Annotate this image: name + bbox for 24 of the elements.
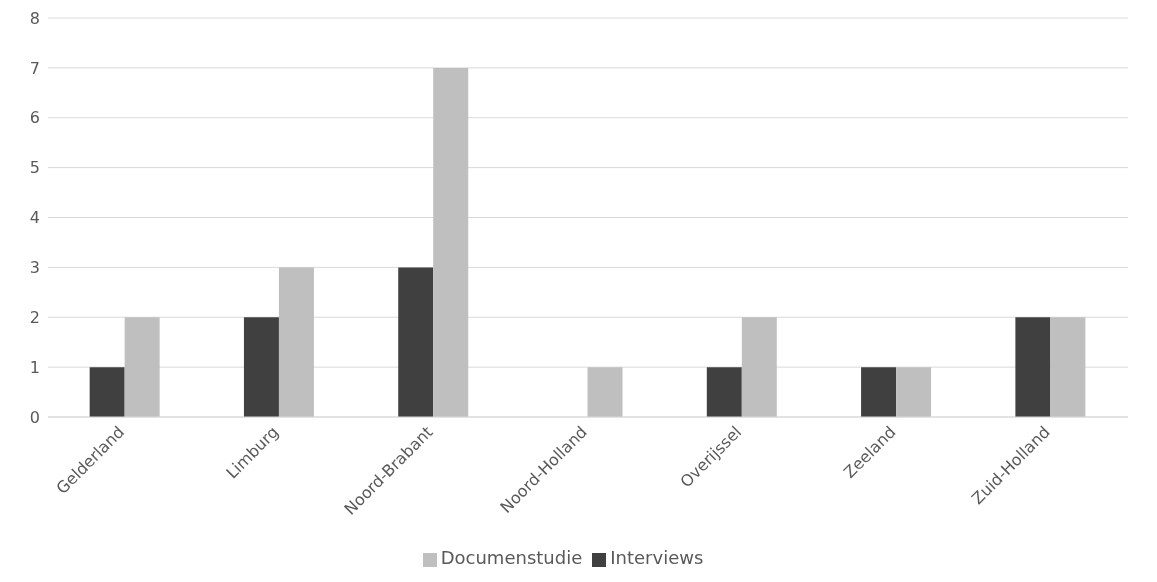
bar bbox=[861, 367, 897, 417]
bar bbox=[89, 367, 125, 417]
bar bbox=[1050, 317, 1086, 417]
bar bbox=[433, 67, 469, 417]
bar bbox=[278, 267, 314, 417]
legend-label: Interviews bbox=[610, 547, 704, 568]
bar bbox=[243, 317, 279, 417]
bar bbox=[741, 317, 777, 417]
bar bbox=[587, 367, 623, 417]
y-tick-label: 8 bbox=[29, 8, 40, 28]
bar bbox=[124, 317, 160, 417]
y-tick-label: 4 bbox=[29, 208, 40, 228]
y-tick-label: 3 bbox=[29, 258, 40, 278]
bar bbox=[1015, 317, 1051, 417]
y-tick-label: 0 bbox=[29, 407, 40, 427]
y-tick-label: 7 bbox=[29, 58, 40, 78]
bar bbox=[398, 267, 434, 417]
y-tick-label: 1 bbox=[29, 357, 40, 377]
bar bbox=[706, 367, 742, 417]
legend-label: Documenstudie bbox=[440, 547, 583, 568]
bar bbox=[896, 367, 932, 417]
y-tick-label: 2 bbox=[29, 307, 40, 327]
y-tick-label: 5 bbox=[29, 158, 40, 178]
y-tick-label: 6 bbox=[29, 108, 40, 128]
